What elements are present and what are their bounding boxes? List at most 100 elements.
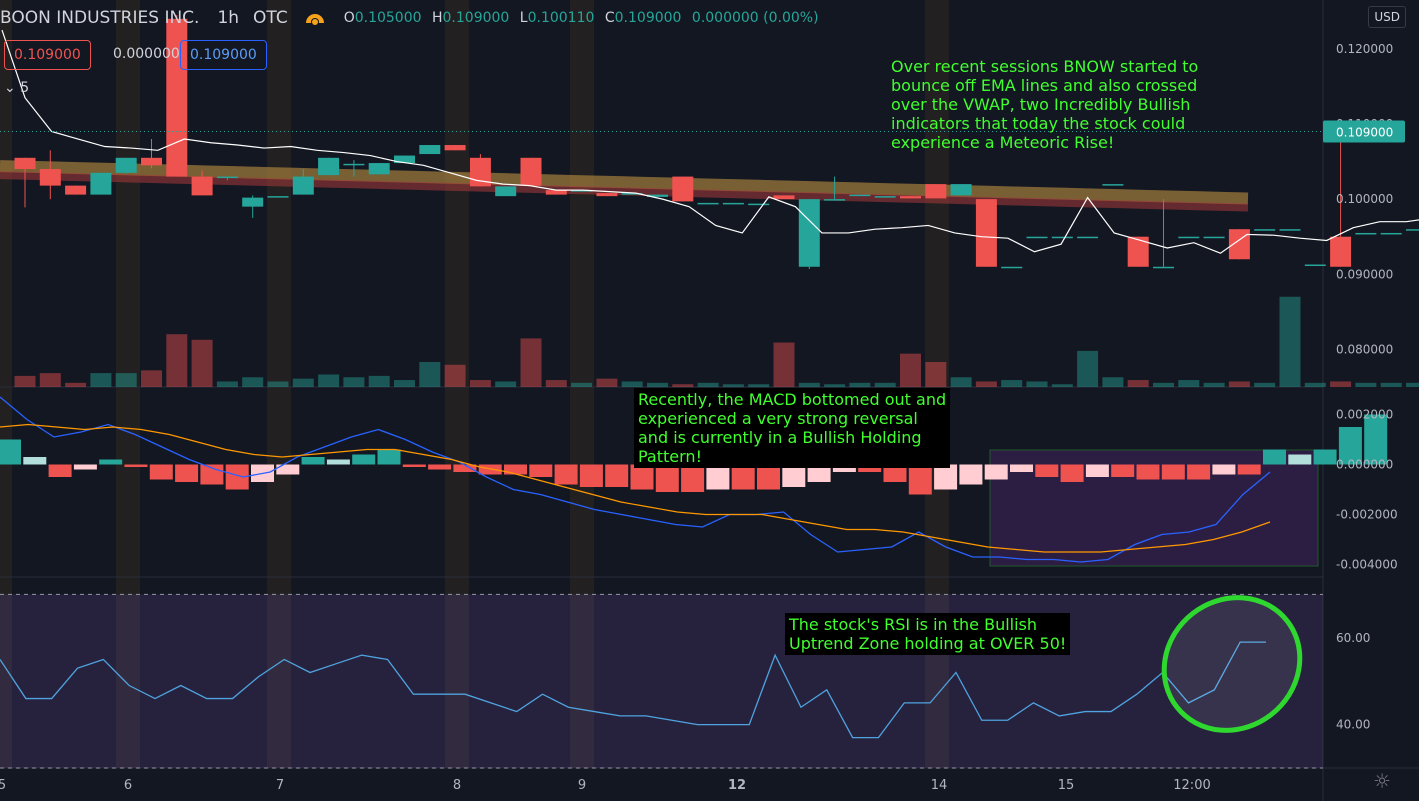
macd-histogram-bar [1111,464,1135,477]
sell-price-box[interactable]: 0.109000 [4,40,91,70]
volume-bar [394,380,415,387]
candle-body [1380,232,1402,235]
volume-bar [824,384,846,387]
volume-bar [39,373,61,387]
volume-bar [368,375,390,387]
volume-bar [141,370,162,387]
price-annotation-line: Over recent sessions BNOW started to [891,57,1199,76]
candle-body [166,18,188,177]
macd-histogram-bar [655,464,679,492]
candle-body [65,185,87,195]
ohlc-readout: O0.105000 H0.109000 L0.100110 C0.109000 … [344,10,819,26]
macd-histogram-bar [630,464,654,490]
candle-body [1304,264,1326,267]
symbol-name[interactable]: BOON INDUSTRIES INC. [0,8,200,28]
price-tick-label: 0.080000 [1336,342,1393,356]
candle-body [141,157,162,166]
candle-body [1279,229,1301,231]
volume-bar [1102,377,1124,387]
volume-bar [495,381,517,387]
price-tick-label: 0.100000 [1336,192,1393,206]
candle-body [798,199,820,267]
candle-body [267,196,289,198]
rsi-annotation-line: Uptrend Zone holding at OVER 50! [789,634,1067,653]
volume-bar [65,382,87,387]
macd-histogram-bar [1288,454,1312,465]
last-price-label: 0.109000 [1336,126,1393,140]
price-annotation-line: experience a Meteoric Rise! [891,133,1115,152]
currency-selector[interactable]: USD [1368,6,1406,28]
macd-histogram-bar [276,464,300,475]
candle-body [444,145,466,151]
macd-histogram-bar [681,464,705,492]
price-pane[interactable] [0,15,1419,387]
volume-bar [90,373,112,387]
time-axis[interactable]: 5 6 7 8 9 12 14 15 12:00 [0,778,1211,793]
session-highlight [0,0,12,768]
candle-body [1077,236,1099,239]
time-tick-label: 12:00 [1173,778,1210,793]
price-annotation-line: bounce off EMA lines and also crossed [891,76,1198,95]
candle-body [1102,184,1124,186]
volume-bar [1178,380,1200,387]
candle-body [748,203,770,206]
price-axis[interactable]: 0.0800000.0900000.1000000.1100000.120000… [1323,42,1405,732]
volume-bar [318,374,340,387]
macd-histogram-bar [1161,464,1185,480]
candle-body [1153,266,1174,269]
volume-bar [672,384,694,387]
price-annotation-line: indicators that today the stock could [891,114,1186,133]
spread-value: 0.000000 [113,46,180,62]
candle-body [520,157,542,186]
rsi-annotation-line: The stock's RSI is in the Bullish [789,615,1038,634]
macd-histogram-bar [453,464,477,472]
candle-body [697,202,719,205]
volume-bar [1127,380,1149,387]
gear-icon[interactable]: ☼ [1373,769,1391,793]
rsi-pane[interactable] [0,570,1327,769]
candle-body [874,196,896,198]
buy-price-box[interactable]: 0.109000 [180,40,267,70]
session-highlight [445,0,469,768]
candle-body [824,199,846,201]
candle-body [1203,236,1225,239]
volume-bar [444,364,466,387]
volume-bar [1203,382,1225,387]
macd-tick-label: -0.002000 [1336,508,1398,522]
volume-bar [267,381,289,387]
candle-body [1127,236,1149,267]
macd-pane[interactable] [0,396,1388,567]
volume-bar [1279,296,1301,387]
macd-histogram-bar [0,439,21,465]
volume-bar [115,373,137,387]
rsi-tick-label: 60.00 [1336,631,1370,645]
high-label: H [431,10,443,26]
volume-bar [925,362,947,387]
volume-bar [874,382,896,387]
candle-body [621,193,643,195]
interval-label[interactable]: 1h [217,8,240,28]
volume-bar [773,342,795,387]
volume-bar [343,377,365,387]
macd-histogram-bar [73,464,97,470]
macd-annotation-line: Pattern! [638,447,702,466]
chart-header: BOON INDUSTRIES INC. 1h OTC O0.105000 H0… [0,8,819,32]
macd-histogram-bar [858,464,882,472]
macd-histogram-bar [478,464,502,475]
candle-body [1228,229,1250,260]
exchange-label: OTC [253,8,288,28]
candle-body [115,157,137,173]
macd-line [0,396,1271,563]
time-tick-label: 12 [728,778,746,793]
indicator-count: 5 [20,80,30,96]
macd-histogram-bar [1313,449,1337,465]
volume-bar [697,382,719,387]
volume-bar [1355,382,1377,387]
volume-bar [621,381,643,387]
macd-histogram-bar [1187,464,1211,480]
volume-bar [1304,382,1326,387]
macd-histogram-bar [23,457,47,465]
candle-body [419,145,441,155]
indicator-toggle[interactable]: ⌄ 5 [4,80,29,96]
